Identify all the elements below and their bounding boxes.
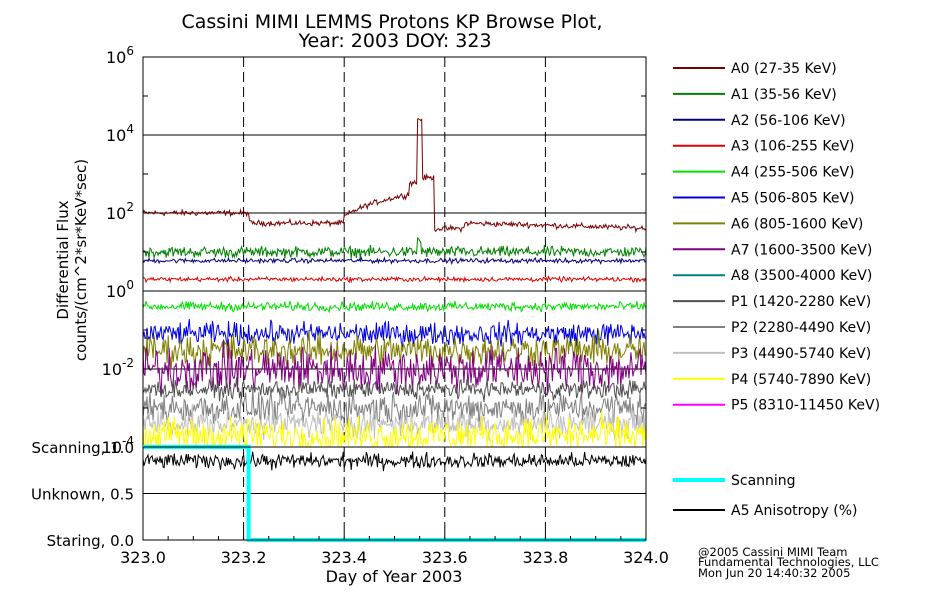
legend: A0 (27-35 KeV) A1 (35-56 KeV) A2 (56-106 K… [673, 61, 880, 414]
x-tick-label: 323.8 [522, 548, 568, 567]
series-line-1 [142, 237, 647, 260]
legend-label: A4 (255-506 KeV) [731, 165, 854, 181]
x-ticks: 323.0 323.2 323.4 323.6 323.8 324.0 [120, 532, 669, 567]
footer-company: Fundamental Technologies, LLC [698, 555, 879, 569]
y-tick-label: 10-2 [102, 356, 134, 379]
legend-label: P1 (1420-2280 KeV) [731, 294, 871, 310]
legend-label: P3 (4490-5740 KeV) [731, 346, 871, 362]
x-tick-label: 323.2 [221, 548, 267, 567]
chart-title: Cassini MIMI LEMMS Protons KP Browse Plo… [181, 11, 602, 33]
y-tick-label: 102 [106, 200, 134, 223]
legend-label: A5 (506-805 KeV) [731, 191, 854, 207]
legend-label: P5 (8310-11450 KeV) [731, 398, 880, 414]
anisotropy-line [142, 451, 647, 472]
footer-copyright: @2005 Cassini MIMI Team [698, 545, 848, 559]
series-line-9 [142, 377, 647, 402]
y-axis-label-line1: Differential Flux [54, 200, 72, 319]
series-line-6 [142, 330, 647, 370]
lower-y-ticks: Staring, 0.0 Unknown, 0.5 Scanning, 1.0 [31, 439, 134, 550]
footer-timestamp: Mon Jun 20 14:40:32 2005 [698, 566, 850, 580]
lower-y-tick-label: Scanning, 1.0 [31, 439, 134, 457]
series-line-3 [142, 274, 647, 284]
legend-label: A6 (805-1600 KeV) [731, 216, 863, 232]
series-line-5 [142, 319, 647, 348]
x-tick-label: 324.0 [623, 548, 669, 567]
legend-label: Scanning [731, 473, 796, 489]
series-line-2 [142, 256, 647, 266]
lower-y-tick-label: Staring, 0.0 [47, 532, 134, 550]
y-tick-label: 10-4 [102, 434, 134, 457]
legend-label: A2 (56-106 KeV) [731, 113, 846, 129]
x-tick-label: 323.6 [422, 548, 468, 567]
y-tick-label: 106 [106, 44, 134, 67]
upper-panel: 10-4 10-2 100 102 104 106 Differential Flux c… [54, 44, 647, 457]
legend-label: A1 (35-56 KeV) [731, 87, 837, 103]
upper-series [142, 118, 647, 449]
legend-label: A0 (27-35 KeV) [731, 61, 837, 77]
legend-label: P4 (5740-7890 KeV) [731, 372, 871, 388]
x-tick-label: 323.0 [120, 548, 166, 567]
chart-subtitle: Year: 2003 DOY: 323 [297, 30, 491, 52]
series-line-12 [142, 411, 647, 449]
legend-label: A7 (1600-3500 KeV) [731, 242, 872, 258]
lower-y-tick-label: Unknown, 0.5 [31, 486, 134, 504]
y-axis-label-line2: counts/(cm^2*sr*KeV*sec) [72, 159, 90, 361]
legend-label: A3 (106-255 KeV) [731, 139, 854, 155]
x-tick-label: 323.4 [321, 548, 367, 567]
x-axis-label: Day of Year 2003 [326, 567, 463, 586]
series-line-0 [142, 118, 647, 234]
y-tick-label: 104 [106, 122, 134, 145]
footer: @2005 Cassini MIMI Team Fundamental Tech… [698, 545, 879, 580]
series-line-4 [142, 300, 647, 314]
legend-lower: Scanning A5 Anisotropy (%) [673, 473, 858, 519]
series-line-10 [142, 387, 647, 429]
legend-label: P2 (2280-4490 KeV) [731, 320, 871, 336]
y-tick-label: 100 [106, 278, 134, 301]
legend-label: A8 (3500-4000 KeV) [731, 268, 872, 284]
legend-label: A5 Anisotropy (%) [731, 503, 858, 519]
lower-panel: Staring, 0.0 Unknown, 0.5 Scanning, 1.0 32… [31, 439, 669, 586]
